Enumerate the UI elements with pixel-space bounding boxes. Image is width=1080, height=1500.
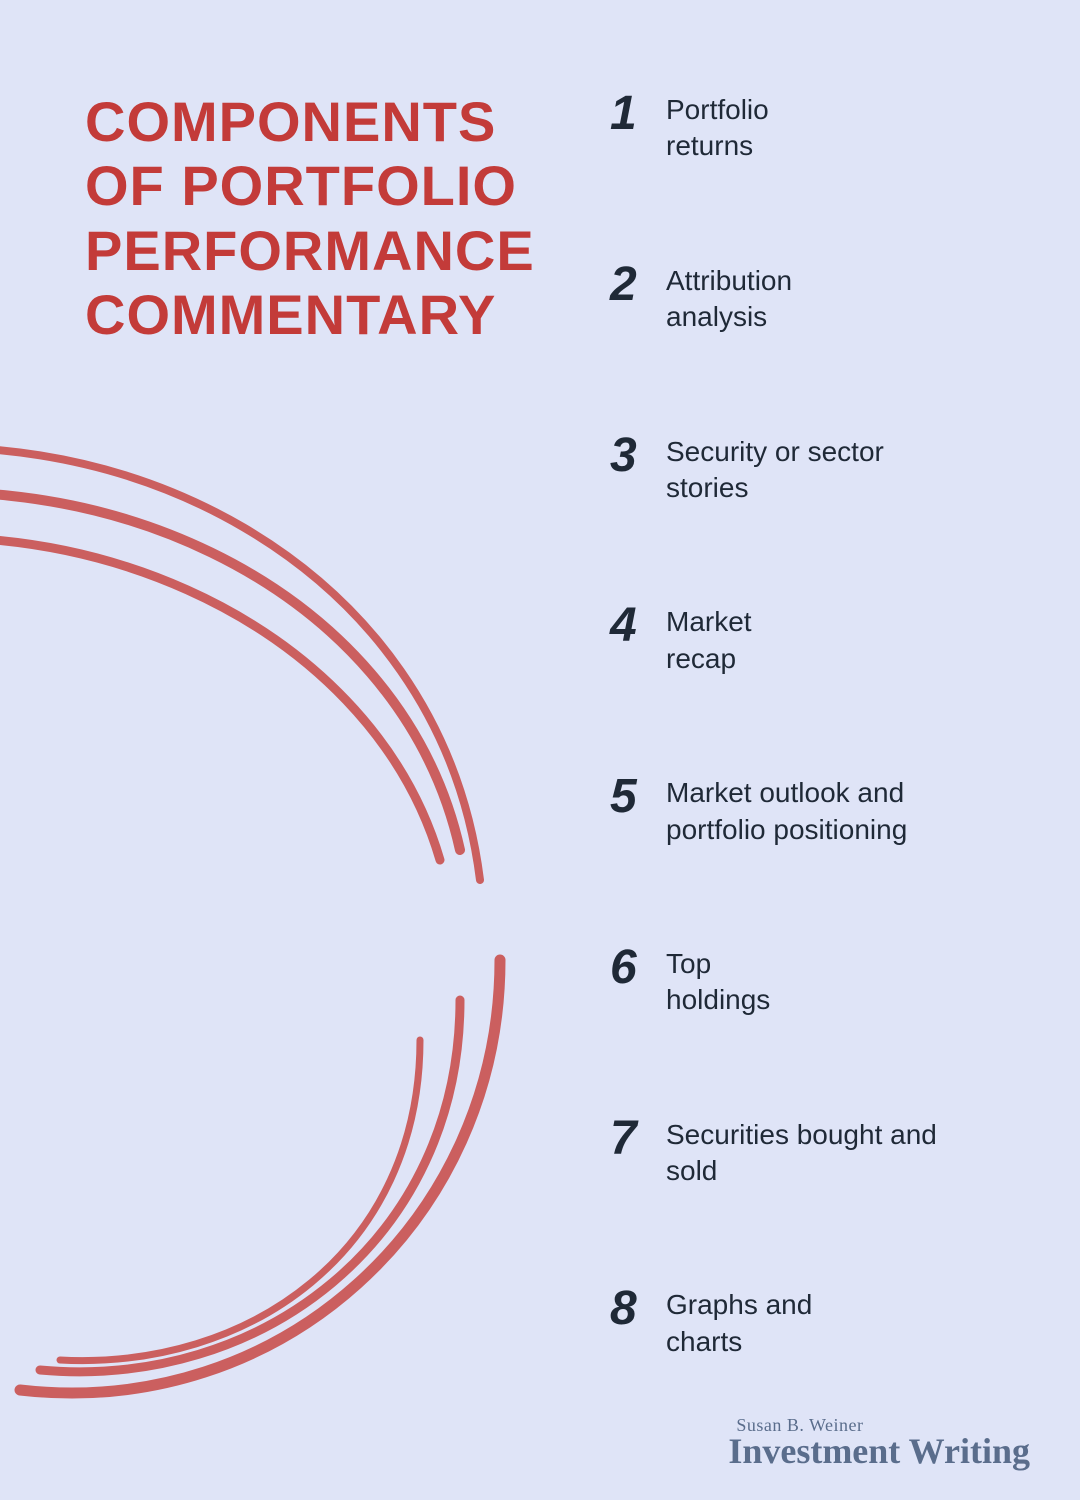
item-number: 6 <box>610 944 666 992</box>
swirl-decoration <box>0 420 580 1420</box>
title-line-1: COMPONENTS <box>85 90 496 153</box>
item-text: Graphs and charts <box>666 1285 812 1360</box>
item-line-1: Market outlook and <box>666 775 907 811</box>
title-line-2: OF PORTFOLIO <box>85 154 517 217</box>
item-number: 4 <box>610 602 666 650</box>
item-line-1: Graphs and <box>666 1287 812 1323</box>
item-number: 8 <box>610 1285 666 1333</box>
item-line-2: sold <box>666 1153 937 1189</box>
item-number: 2 <box>610 261 666 309</box>
list-item: 1 Portfolio returns <box>610 90 1030 165</box>
item-line-2: recap <box>666 641 752 677</box>
components-list: 1 Portfolio returns 2 Attribution analys… <box>610 90 1030 1456</box>
item-text: Market recap <box>666 602 752 677</box>
title-line-3: PERFORMANCE <box>85 219 535 282</box>
list-item: 2 Attribution analysis <box>610 261 1030 336</box>
item-number: 1 <box>610 90 666 138</box>
item-line-2: holdings <box>666 982 770 1018</box>
item-line-2: stories <box>666 470 884 506</box>
item-number: 5 <box>610 773 666 821</box>
title-line-4: COMMENTARY <box>85 283 496 346</box>
item-text: Securities bought and sold <box>666 1115 937 1190</box>
item-text: Portfolio returns <box>666 90 769 165</box>
list-item: 8 Graphs and charts <box>610 1285 1030 1360</box>
list-item: 6 Top holdings <box>610 944 1030 1019</box>
item-text: Security or sector stories <box>666 432 884 507</box>
item-text: Market outlook and portfolio positioning <box>666 773 907 848</box>
item-line-1: Securities bought and <box>666 1117 937 1153</box>
item-number: 7 <box>610 1115 666 1163</box>
list-item: 3 Security or sector stories <box>610 432 1030 507</box>
list-item: 5 Market outlook and portfolio positioni… <box>610 773 1030 848</box>
item-line-1: Top <box>666 946 770 982</box>
item-text: Attribution analysis <box>666 261 792 336</box>
footer-logo: Susan B. Weiner Investment Writing <box>728 1415 1030 1472</box>
item-text: Top holdings <box>666 944 770 1019</box>
item-line-1: Security or sector <box>666 434 884 470</box>
item-line-1: Portfolio <box>666 92 769 128</box>
list-item: 7 Securities bought and sold <box>610 1115 1030 1190</box>
footer-big: Investment Writing <box>728 1431 1030 1471</box>
item-line-2: returns <box>666 128 769 164</box>
list-item: 4 Market recap <box>610 602 1030 677</box>
item-line-2: portfolio positioning <box>666 812 907 848</box>
item-line-1: Market <box>666 604 752 640</box>
item-number: 3 <box>610 432 666 480</box>
item-line-2: charts <box>666 1324 812 1360</box>
item-line-1: Attribution <box>666 263 792 299</box>
item-line-2: analysis <box>666 299 792 335</box>
page-title: COMPONENTS OF PORTFOLIO PERFORMANCE COMM… <box>85 90 555 348</box>
